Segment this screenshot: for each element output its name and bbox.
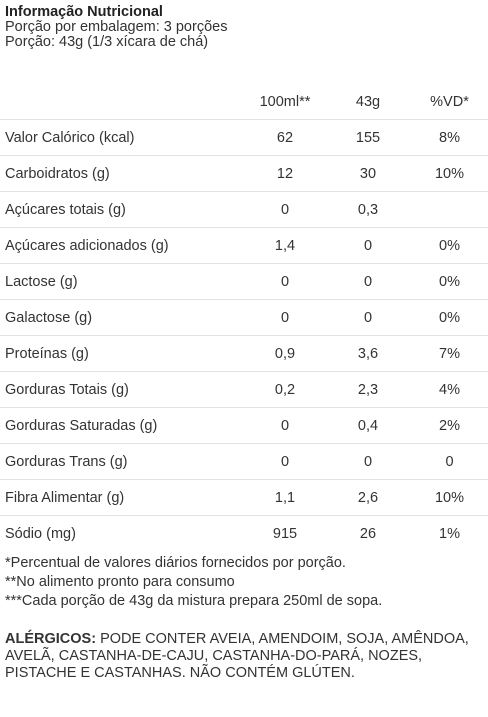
table-row: Açúcares adicionados (g) 1,4 0 0% [0,227,488,264]
row-label: Valor Calórico (kcal) [0,119,245,156]
allergens-label: ALÉRGICOS: [5,631,97,647]
footnote: **No alimento pronto para consumo [5,574,235,590]
row-label: Fibra Alimentar (g) [0,479,245,516]
row-label: Gorduras Trans (g) [0,443,245,480]
table-row: Carboidratos (g) 12 30 10% [0,155,488,192]
row-label: Açúcares totais (g) [0,191,245,228]
cell-value: 0 [325,227,411,264]
cell-value: 0 [325,299,411,336]
table-row: Valor Calórico (kcal) 62 155 8% [0,119,488,156]
cell-value: 0% [411,227,488,264]
cell-value [411,191,488,228]
cell-value: 0 [245,299,325,336]
portion: Porção: 43g (1/3 xícara de chá) [5,34,209,50]
row-label: Gorduras Totais (g) [0,371,245,408]
cell-value: 0,4 [325,407,411,444]
table-row: Sódio (mg) 915 26 1% [0,516,488,552]
cell-value: 0 [245,263,325,300]
allergens-text: PODE CONTER AVEIA, AMENDOIM, SOJA, AMÊND… [5,631,469,681]
table-row: Galactose (g) 0 0 0% [0,299,488,336]
table-row: Fibra Alimentar (g) 1,1 2,6 10% [0,479,488,516]
servings: Porção por embalagem: 3 porções [5,19,228,35]
cell-value: 4% [411,371,488,408]
column-header: 43g [325,84,411,120]
cell-value: 1,4 [245,227,325,264]
cell-value: 0,9 [245,335,325,372]
cell-value: 0 [325,443,411,480]
footnotes: *Percentual de valores diários fornecido… [5,554,382,611]
cell-value: 0 [411,443,488,480]
cell-value: 0 [245,407,325,444]
cell-value: 0% [411,263,488,300]
cell-value: 2% [411,407,488,444]
header-cell [0,84,245,120]
table-row: Gorduras Trans (g) 0 0 0 [0,443,488,480]
row-label: Galactose (g) [0,299,245,336]
cell-value: 0 [325,263,411,300]
nutrition-table: 100ml** 43g %VD* Valor Calórico (kcal) 62 155… [0,84,488,551]
cell-value: 1% [439,525,460,542]
column-header: 100ml** [245,84,325,120]
footnote: *Percentual de valores diários fornecido… [5,555,346,571]
cell-value: 2,3 [325,371,411,408]
title: Informação Nutricional [5,4,163,20]
row-label: Proteínas (g) [0,335,245,372]
allergens: ALÉRGICOS: PODE CONTER AVEIA, AMENDOIM, … [5,631,483,682]
cell-value: 30 [325,155,411,192]
row-label: Açúcares adicionados (g) [0,227,245,264]
cell-value: 0 [245,443,325,480]
cell-value: 0% [411,299,488,336]
row-label: Lactose (g) [0,263,245,300]
table-row: Gorduras Totais (g) 0,2 2,3 4% [0,371,488,408]
table-row: Proteínas (g) 0,9 3,6 7% [0,335,488,372]
footnote: ***Cada porção de 43g da mistura prepara… [5,593,383,609]
cell-value: 10% [411,155,488,192]
row-label: Gorduras Saturadas (g) [0,407,245,444]
row-label: Sódio (mg) [5,525,76,542]
cell-value: 8% [411,119,488,156]
header-row: 100ml** 43g %VD* [0,84,488,120]
cell-value: 915 [272,525,298,542]
cell-value: 62 [245,119,325,156]
cell-value: 155 [325,119,411,156]
table-row: Lactose (g) 0 0 0% [0,263,488,300]
cell-value: 10% [411,479,488,516]
table-row: Açúcares totais (g) 0 0,3 [0,191,488,228]
cell-value: 2,6 [325,479,411,516]
cell-value: 3,6 [325,335,411,372]
table-row: Gorduras Saturadas (g) 0 0,4 2% [0,407,488,444]
cell-value: 0,3 [325,191,411,228]
row-label: Carboidratos (g) [0,155,245,192]
cell-value: 12 [245,155,325,192]
cell-value: 0 [245,191,325,228]
cell-value: 0,2 [245,371,325,408]
cell-value: 1,1 [245,479,325,516]
cell-value: 7% [411,335,488,372]
cell-value: 26 [359,525,377,542]
column-header: %VD* [411,84,488,120]
